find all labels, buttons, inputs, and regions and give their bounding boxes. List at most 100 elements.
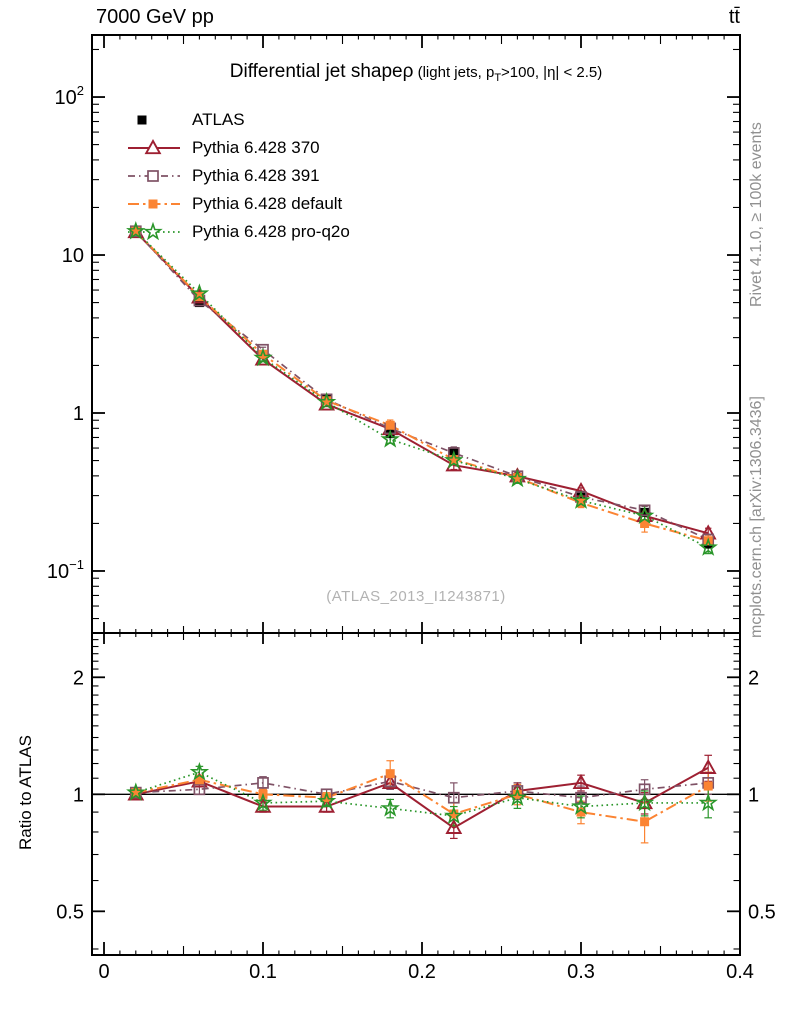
ratio-tick-label-right: 0.5 bbox=[748, 901, 776, 923]
legend-sample-pythia-391-icon bbox=[128, 170, 180, 182]
marker-star-open bbox=[189, 283, 210, 302]
analysis-watermark: (ATLAS_2013_I1243871) bbox=[326, 588, 506, 605]
marker-star-open bbox=[698, 792, 718, 812]
x-tick-label: 0.2 bbox=[408, 961, 436, 983]
legend-item-pythia-default: Pythia 6.428 default bbox=[126, 190, 350, 218]
marker-star-open bbox=[380, 798, 400, 817]
marker-star-open bbox=[380, 429, 400, 448]
marker-square-filled bbox=[640, 817, 650, 827]
y-tick-label-main: 102 bbox=[55, 83, 84, 109]
marker-triangle-open bbox=[636, 794, 654, 810]
legend-label: Pythia 6.428 391 bbox=[192, 166, 320, 185]
legend-label: Pythia 6.428 pro-q2o bbox=[192, 222, 350, 241]
legend-label: ATLAS bbox=[192, 110, 245, 129]
legend-item-pythia-370: Pythia 6.428 370 bbox=[126, 134, 350, 162]
marker-star-open bbox=[126, 220, 146, 240]
y-tick-label-main: 10 bbox=[62, 245, 84, 267]
marker-star-open bbox=[507, 468, 528, 488]
ratio-tick-label-left: 1 bbox=[73, 784, 84, 806]
marker-star-open bbox=[698, 537, 718, 556]
marker-square-open bbox=[147, 170, 159, 182]
legend-item-pythia-proq2o: Pythia 6.428 pro-q2o bbox=[126, 218, 350, 246]
marker-star-open bbox=[143, 222, 163, 241]
marker-square-filled bbox=[512, 473, 522, 483]
marker-square-filled bbox=[640, 519, 650, 529]
marker-square-filled bbox=[385, 420, 395, 430]
marker-square-filled bbox=[449, 809, 459, 819]
mcplots-arxiv-note: mcplots.cern.ch [arXiv:1306.3436] bbox=[748, 396, 765, 638]
main-series-line-1 bbox=[135, 230, 709, 541]
ratio-series-line-2 bbox=[135, 772, 709, 823]
ratio-tick-label-left: 2 bbox=[73, 667, 84, 689]
ratio-tick-label-left: 0.5 bbox=[56, 901, 84, 923]
ratio-series-line-1 bbox=[135, 780, 709, 799]
marker-square-open bbox=[638, 504, 651, 517]
legend-sample-pythia-370-icon bbox=[128, 139, 180, 155]
y-tick-label-main: 1 bbox=[73, 403, 84, 425]
beam-title: 7000 GeV pp bbox=[96, 6, 214, 28]
plot-title-cuts: (light jets, pT>100, |η| < 2.5) bbox=[413, 64, 603, 84]
ratio-tick-label-right: 2 bbox=[748, 667, 759, 689]
marker-square-filled bbox=[703, 781, 713, 791]
marker-square-filled bbox=[322, 793, 332, 803]
marker-square-filled bbox=[449, 455, 459, 465]
marker-star-open bbox=[571, 796, 591, 815]
marker-square-filled bbox=[258, 349, 268, 359]
legend-sample-pythia-proq2o-icon bbox=[128, 222, 180, 241]
marker-square-filled bbox=[322, 396, 332, 406]
marker-star-open bbox=[253, 792, 273, 812]
y-tick-label-main: 10−1 bbox=[47, 557, 84, 583]
marker-triangle-open bbox=[572, 773, 590, 790]
legend-item-pythia-391: Pythia 6.428 391 bbox=[126, 162, 350, 190]
marker-star-open bbox=[189, 761, 210, 781]
legend-sample-pythia-default-icon bbox=[128, 199, 180, 209]
marker-star-open bbox=[316, 391, 337, 411]
marker-star-open bbox=[444, 450, 464, 469]
marker-star-open bbox=[444, 805, 464, 825]
x-tick-label: 0 bbox=[98, 961, 109, 983]
marker-square-filled bbox=[640, 507, 650, 517]
marker-triangle-open bbox=[572, 482, 590, 498]
x-tick-label: 0.4 bbox=[726, 961, 754, 983]
legend-sample-atlas-icon bbox=[137, 115, 147, 125]
marker-star-open bbox=[316, 790, 337, 810]
marker-square-open bbox=[257, 777, 269, 789]
marker-square-filled bbox=[512, 789, 522, 799]
process-title: tt̄ bbox=[728, 6, 740, 28]
ratio-axis-label: Ratio to ATLAS bbox=[16, 735, 35, 850]
legend-label: Pythia 6.428 370 bbox=[192, 138, 320, 157]
marker-square-filled bbox=[137, 115, 147, 125]
marker-triangle-open bbox=[144, 139, 162, 155]
marker-star-open bbox=[571, 490, 591, 509]
marker-square-filled bbox=[385, 769, 395, 779]
marker-square-filled bbox=[194, 775, 204, 785]
legend: ATLAS Pythia 6.428 370 Pythia 6.428 391 … bbox=[126, 106, 350, 246]
marker-square-filled bbox=[131, 788, 141, 798]
plot-frame bbox=[91, 34, 741, 956]
legend-item-atlas: ATLAS bbox=[126, 106, 350, 134]
x-tick-label: 0.1 bbox=[249, 961, 277, 983]
plot-title: Differential jet shapeρ (light jets, pT>… bbox=[92, 61, 740, 84]
marker-star-open bbox=[634, 792, 655, 812]
main-series-line-2 bbox=[135, 230, 709, 542]
marker-square-filled bbox=[131, 226, 141, 236]
marker-triangle-open bbox=[381, 773, 399, 790]
main-series-line-3 bbox=[135, 230, 709, 549]
marker-square-open bbox=[575, 791, 587, 804]
ratio-series-line-3 bbox=[135, 771, 709, 817]
main-series-line-0 bbox=[135, 231, 709, 535]
marker-star-open bbox=[253, 347, 273, 367]
plot-title-main: Differential jet shapeρ bbox=[229, 61, 414, 82]
marker-triangle-open bbox=[699, 758, 717, 774]
marker-star-open bbox=[126, 782, 146, 801]
ratio-tick-label-right: 1 bbox=[748, 784, 759, 806]
marker-star-open bbox=[507, 787, 528, 807]
marker-triangle-open bbox=[445, 818, 463, 834]
marker-square-open bbox=[447, 791, 460, 804]
x-tick-label: 0.3 bbox=[567, 961, 595, 983]
marker-square-open bbox=[193, 783, 206, 796]
marker-square-filled bbox=[576, 807, 586, 817]
legend-label: Pythia 6.428 default bbox=[192, 194, 343, 213]
